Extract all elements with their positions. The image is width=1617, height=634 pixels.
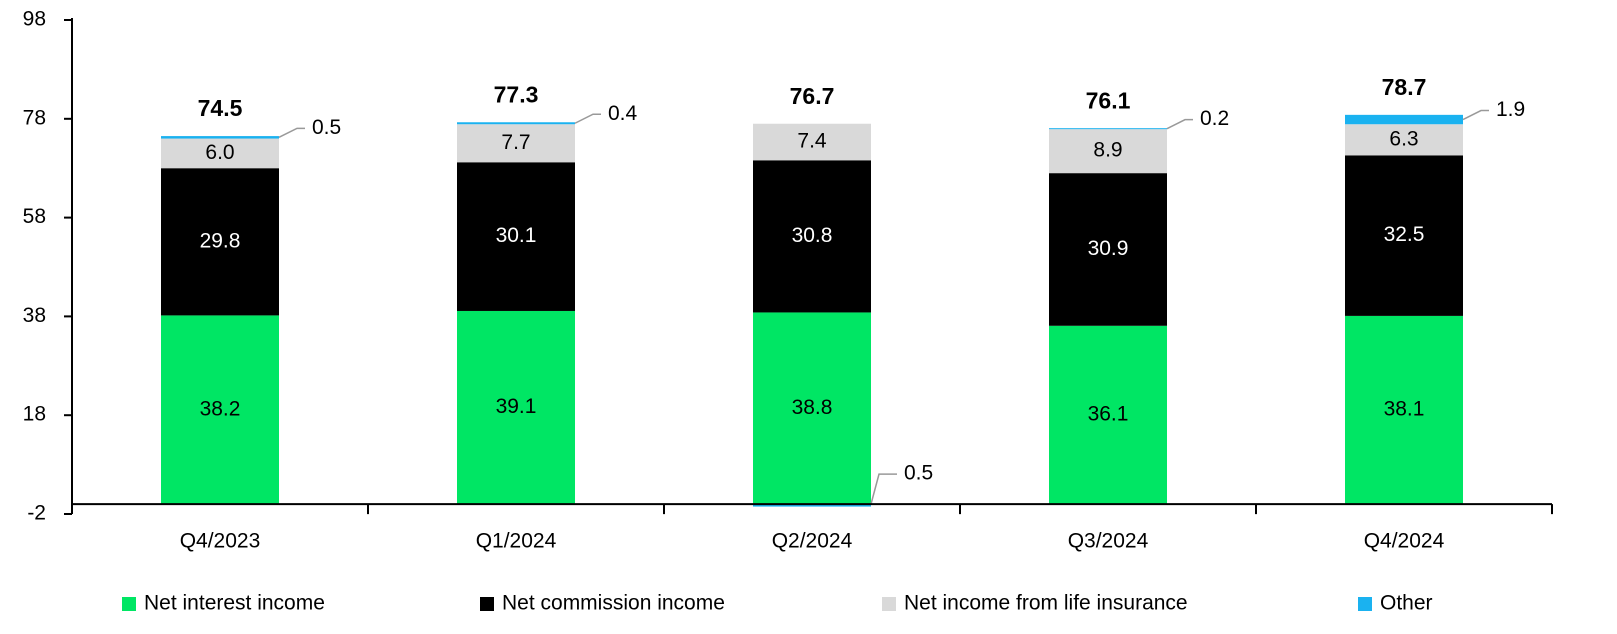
- data-label: 8.9: [1093, 139, 1122, 162]
- leader-line: [870, 473, 897, 505]
- data-label: 36.1: [1088, 402, 1129, 425]
- data-label: 39.1: [496, 395, 537, 418]
- total-label: 76.1: [1086, 87, 1131, 113]
- data-label: 7.4: [797, 130, 827, 153]
- bar-segment: [1049, 173, 1167, 326]
- bar-segment: [1049, 129, 1167, 174]
- x-tick-label: Q4/2024: [1364, 530, 1445, 553]
- bar-segment: [457, 310, 575, 505]
- data-label: 38.8: [792, 396, 833, 419]
- y-tick-label: -2: [27, 502, 46, 525]
- leader-line: [574, 113, 601, 124]
- bar-segment: [753, 504, 871, 507]
- bar-segment: [753, 312, 871, 505]
- leader-line: [1462, 109, 1489, 121]
- data-label: 30.8: [792, 224, 833, 247]
- bar-segment: [1345, 155, 1463, 316]
- legend-label: Net interest income: [144, 592, 325, 615]
- data-label: 0.2: [1200, 107, 1229, 130]
- bar-segment: [753, 123, 871, 161]
- data-label: 0.5: [904, 462, 933, 485]
- bar-segment: [1345, 124, 1463, 156]
- legend-swatch: [882, 597, 896, 611]
- bar-segment: [1049, 325, 1167, 505]
- data-label: 7.7: [501, 131, 530, 154]
- bar-segment: [1345, 315, 1463, 505]
- legend-swatch: [480, 597, 494, 611]
- data-label: 38.1: [1384, 398, 1425, 421]
- bar-segment: [457, 124, 575, 163]
- legend-label: Net commission income: [502, 592, 725, 615]
- legend-swatch: [1358, 597, 1372, 611]
- y-tick-label: 38: [23, 304, 46, 327]
- data-label: 6.0: [205, 141, 234, 164]
- data-label: 38.2: [200, 397, 241, 420]
- data-label: 30.9: [1088, 237, 1129, 260]
- data-label: 32.5: [1384, 223, 1425, 246]
- leader-line: [278, 127, 305, 138]
- bar-segment: [457, 122, 575, 125]
- data-label: 0.4: [608, 102, 638, 125]
- total-label: 78.7: [1382, 74, 1427, 100]
- data-label: 6.3: [1389, 127, 1418, 150]
- bar-segment: [753, 160, 871, 313]
- data-label: 30.1: [496, 224, 537, 247]
- y-tick-label: 78: [23, 106, 46, 129]
- total-label: 74.5: [198, 95, 243, 121]
- bar-segment: [161, 168, 279, 316]
- x-tick-label: Q1/2024: [476, 530, 557, 553]
- x-tick-label: Q4/2023: [180, 530, 261, 553]
- y-tick-label: 58: [23, 205, 46, 228]
- bar-segment: [1049, 128, 1167, 130]
- y-tick-label: 98: [23, 8, 46, 31]
- bar-segment: [161, 315, 279, 505]
- data-label: 29.8: [200, 229, 241, 252]
- total-label: 77.3: [494, 81, 539, 107]
- y-tick-label: 18: [23, 403, 46, 426]
- bar-segment: [457, 162, 575, 311]
- data-label: 1.9: [1496, 98, 1525, 121]
- x-tick-label: Q3/2024: [1068, 530, 1149, 553]
- legend-swatch: [122, 597, 136, 611]
- total-label: 76.7: [790, 83, 835, 109]
- x-tick-label: Q2/2024: [772, 530, 853, 553]
- bar-segment: [1345, 114, 1463, 125]
- data-label: 0.5: [312, 116, 341, 139]
- bar-segment: [161, 138, 279, 169]
- leader-line: [1166, 118, 1193, 130]
- legend-label: Other: [1380, 592, 1433, 615]
- legend-label: Net income from life insurance: [904, 592, 1188, 615]
- bar-segment: [161, 136, 279, 139]
